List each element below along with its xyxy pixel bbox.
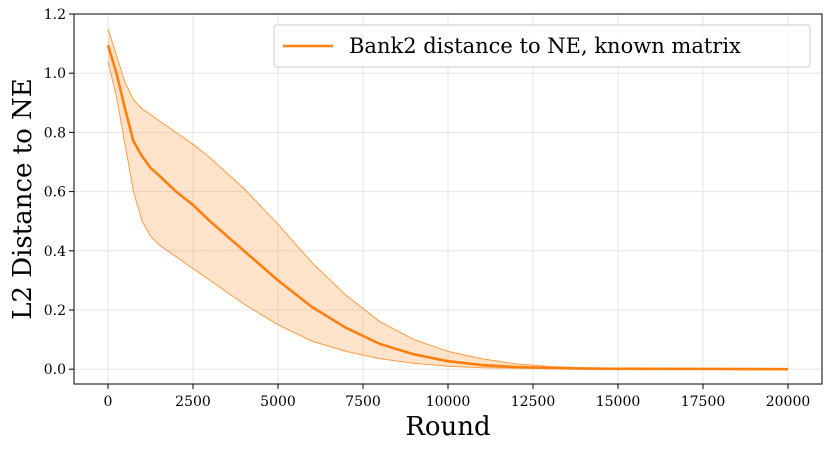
x-tick-label: 12500 (511, 394, 556, 410)
x-tick-label: 2500 (175, 394, 211, 410)
y-tick-label: 0.6 (44, 185, 66, 201)
y-tick-label: 0.4 (44, 244, 66, 260)
legend: Bank2 distance to NE, known matrix (273, 24, 811, 68)
x-tick-label: 20000 (766, 394, 811, 410)
y-axis: 0.0 0.2 0.4 0.6 0.8 1.0 1.2 (44, 7, 74, 378)
series-line (106, 44, 789, 371)
y-tick-label: 0.0 (44, 362, 66, 378)
band-upper-edge (107, 28, 789, 370)
x-axis-title: Round (405, 412, 490, 442)
x-tick-label: 0 (104, 394, 113, 410)
y-tick-label: 1.2 (44, 7, 66, 23)
legend-box (273, 24, 811, 68)
confidence-band (108, 28, 788, 370)
x-tick-label: 7500 (345, 394, 381, 410)
x-tick-label: 5000 (260, 394, 296, 410)
y-tick-label: 0.8 (44, 125, 66, 141)
series-line-layer (106, 44, 789, 371)
y-tick-label: 0.2 (44, 303, 66, 319)
x-tick-label: 10000 (426, 394, 471, 410)
x-axis: 0 2500 5000 7500 10000 12500 15000 17500 20000 (104, 384, 811, 410)
y-tick-label: 1.0 (44, 66, 66, 82)
x-tick-label: 17500 (681, 394, 726, 410)
x-tick-label: 15000 (596, 394, 641, 410)
legend-label: Bank2 distance to NE, known matrix (349, 34, 741, 58)
y-axis-title: L2 Distance to NE (8, 78, 38, 320)
